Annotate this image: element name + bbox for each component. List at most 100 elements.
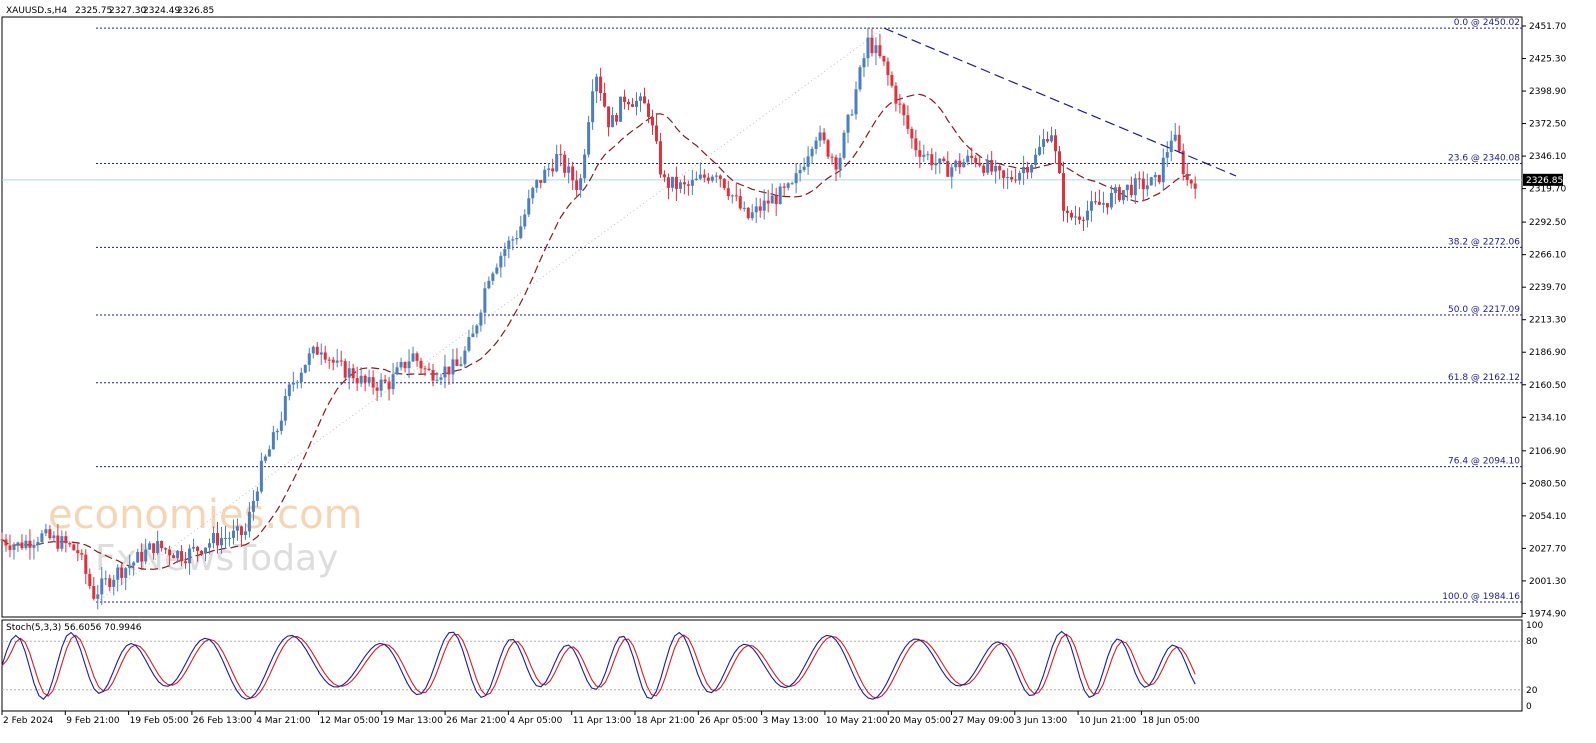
candle-body [267, 449, 271, 457]
candle-body [998, 165, 1002, 171]
candle-body [559, 154, 563, 156]
candle-body [934, 163, 938, 166]
candle-body [431, 369, 435, 381]
candle-body [136, 551, 140, 563]
candle-body [966, 155, 970, 163]
candle-body [1193, 183, 1197, 189]
candle-body [140, 551, 144, 562]
candle-body [958, 160, 962, 168]
stoch-title: Stoch(5,3,3) 56.6056 70.9946 [6, 623, 142, 633]
time-tick-label: 10 May 21:00 [826, 716, 888, 726]
candle-body [4, 539, 8, 546]
candle-body [798, 169, 802, 174]
candle-body [547, 168, 551, 170]
price-tick-label: 2451.70 [1529, 22, 1566, 32]
candle-body [782, 186, 786, 188]
candle-body [978, 162, 982, 166]
candle-body [774, 195, 778, 204]
candle-body [0, 539, 4, 541]
candle-body [1137, 178, 1141, 180]
candle-body [64, 536, 68, 544]
candle-body [223, 537, 227, 539]
current-price-box [1523, 173, 1563, 186]
candle-body [1081, 219, 1085, 221]
candle-body [607, 106, 611, 128]
time-tick-label: 11 Apr 13:00 [573, 716, 632, 726]
candle-body [307, 353, 311, 365]
candle-body [926, 154, 930, 156]
current-price-value: 2326.85 [1526, 176, 1563, 186]
candle-body [363, 375, 367, 383]
candle-body [535, 180, 539, 188]
price-tick-label: 2425.30 [1529, 55, 1566, 65]
candle-body [291, 382, 295, 385]
candle-body [32, 544, 36, 548]
stoch-tick-label: 20 [1526, 686, 1538, 696]
candle-body [231, 530, 235, 538]
candle-body [196, 546, 200, 551]
candle-body [806, 156, 810, 167]
candle-body [499, 255, 503, 268]
candle-body [1077, 216, 1081, 220]
candle-body [1149, 177, 1153, 186]
candle-body [24, 540, 28, 549]
candle-body [399, 361, 403, 368]
candle-body [84, 554, 88, 574]
fib-level-label: 23.6 @ 2340.08 [1448, 154, 1520, 164]
price-tick-label: 2054.10 [1529, 512, 1566, 522]
candle-body [962, 162, 966, 168]
candle-body [826, 140, 830, 157]
candle-body [942, 158, 946, 162]
price-tick-label: 2239.70 [1529, 283, 1566, 293]
candle-body [503, 249, 507, 256]
candle-body [251, 500, 255, 512]
candle-body [742, 207, 746, 209]
candle-body [92, 586, 96, 599]
candle-body [351, 368, 355, 379]
candle-body [359, 375, 363, 384]
time-tick-label: 26 Mar 21:00 [446, 716, 506, 726]
candle-body [698, 174, 702, 179]
candle-body [172, 555, 176, 559]
stochastic-lines [1, 630, 1522, 700]
candle-body [319, 352, 323, 355]
candle-body [862, 58, 866, 68]
candle-body [120, 567, 124, 578]
candle-body [543, 169, 547, 183]
candle-body [846, 114, 850, 133]
candle-body [770, 195, 774, 204]
candle-body [627, 101, 631, 105]
candle-body [475, 325, 479, 334]
time-tick-label: 3 May 13:00 [763, 716, 819, 726]
price-tick-label: 2372.50 [1529, 120, 1566, 130]
candle-body [658, 141, 662, 175]
candle-body [76, 550, 80, 554]
fib-level-label: 50.0 @ 2217.09 [1448, 305, 1520, 315]
candle-body [1153, 174, 1157, 178]
candle-body [1189, 180, 1193, 184]
time-tick-label: 2 Feb 2024 [3, 716, 54, 726]
candle-body [854, 89, 858, 115]
candle-body [184, 561, 188, 564]
fib-level-label: 38.2 @ 2272.06 [1448, 237, 1520, 247]
candle-body [116, 567, 120, 580]
candle-body [922, 154, 926, 157]
candle-body [208, 543, 212, 548]
candle-body [595, 76, 599, 92]
candle-body [646, 103, 650, 117]
time-tick-label: 3 Jun 13:00 [1016, 716, 1068, 726]
price-tick-label: 2106.90 [1529, 447, 1566, 457]
candle-body [415, 353, 419, 361]
candle-body [515, 238, 519, 240]
candle-body [682, 182, 686, 185]
candle-body [96, 594, 100, 599]
candle-body [212, 533, 216, 544]
candle-body [1113, 187, 1117, 193]
time-tick-label: 19 Mar 13:00 [383, 716, 443, 726]
candle-body [946, 161, 950, 177]
candle-body [36, 541, 40, 545]
candle-body [619, 96, 623, 122]
candle-body [8, 545, 12, 550]
candle-body [1117, 187, 1121, 201]
